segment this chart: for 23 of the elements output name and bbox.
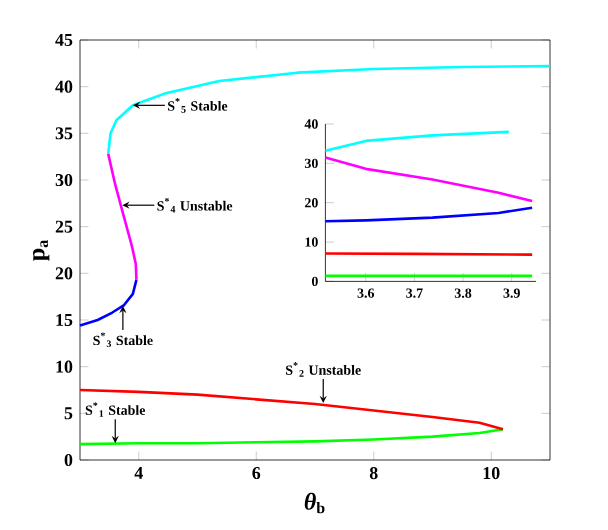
- y-axis-title: p$_{a}$: [33, 240, 50, 261]
- x-tick-label: 8: [369, 467, 378, 480]
- y-tick-label: 10: [56, 360, 73, 373]
- y-tick-label: 5: [64, 407, 73, 420]
- line-series: [324, 206, 534, 223]
- line-series: [324, 156, 534, 203]
- y-tick-label: 30: [55, 173, 73, 187]
- y-tick-label: 40: [55, 80, 73, 93]
- y-tick-label: 25: [55, 220, 73, 233]
- x-tick-label: 10: [483, 467, 500, 480]
- y-tick-label: 45: [55, 34, 73, 46]
- line-series: [106, 64, 552, 156]
- x-axis-title: θ$_{b}$: [304, 492, 325, 514]
- y-tick-label: 35: [55, 127, 73, 140]
- y-tick-label: 20: [55, 267, 73, 280]
- line-series: [324, 130, 511, 153]
- line-series: [78, 427, 505, 446]
- x-tick-label: 4: [134, 467, 143, 479]
- line-series: [78, 278, 138, 327]
- y-tick-label: 15: [56, 313, 73, 327]
- line-series: [106, 152, 138, 282]
- y-tick-label: 0: [64, 453, 73, 467]
- x-tick-label: 6: [252, 467, 261, 480]
